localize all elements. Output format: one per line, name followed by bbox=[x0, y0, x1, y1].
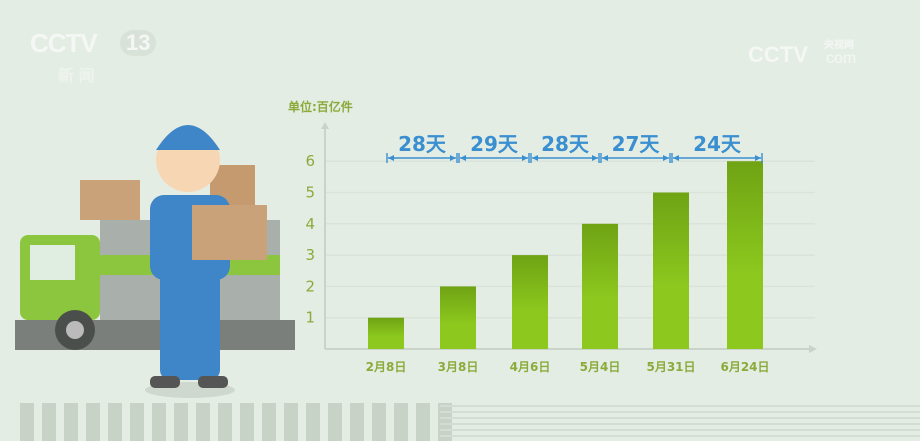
y-tick-label: 3 bbox=[305, 246, 315, 264]
stripe bbox=[108, 403, 122, 441]
bar bbox=[727, 161, 763, 349]
y-tick-label: 4 bbox=[305, 215, 315, 233]
stripe-line bbox=[440, 423, 920, 425]
cctvcom-suffix: com bbox=[826, 50, 857, 67]
stripe bbox=[240, 403, 254, 441]
y-axis-arrow bbox=[321, 122, 329, 129]
interval-label: 28天 bbox=[541, 132, 590, 156]
cctvcom-cn: 央视网 bbox=[824, 40, 854, 51]
cctv13-logo: CCTV bbox=[30, 28, 98, 58]
bar bbox=[440, 286, 476, 349]
stripe bbox=[284, 403, 298, 441]
interval-label: 29天 bbox=[470, 132, 519, 156]
stripe bbox=[130, 403, 144, 441]
stripe bbox=[372, 403, 386, 441]
unit-label: 单位:百亿件 bbox=[288, 100, 353, 114]
x-tick-label: 3月8日 bbox=[438, 360, 479, 374]
stripe bbox=[328, 403, 342, 441]
stripe bbox=[86, 403, 100, 441]
x-axis-arrow bbox=[809, 345, 817, 353]
channel-number: 13 bbox=[120, 30, 157, 56]
bar bbox=[582, 223, 618, 349]
stripe bbox=[64, 403, 78, 441]
stripe-line bbox=[440, 411, 920, 413]
stripe bbox=[196, 403, 210, 441]
stripe bbox=[350, 403, 364, 441]
bar bbox=[653, 192, 689, 349]
courier-illustration bbox=[15, 125, 295, 398]
interval-label: 27天 bbox=[612, 132, 661, 156]
stripe bbox=[416, 403, 430, 441]
stripe bbox=[152, 403, 166, 441]
bar bbox=[368, 317, 404, 349]
bar-chart: 1 2 3 4 5 6 2月8日 3月8日 4月6日 5月4日 5月31日 6月24日 28天 29天 28… bbox=[305, 122, 817, 374]
stripe-line bbox=[440, 417, 920, 419]
x-tick-label: 2月8日 bbox=[366, 360, 407, 374]
x-tick-label: 5月4日 bbox=[580, 360, 621, 374]
stripe bbox=[20, 403, 34, 441]
bar bbox=[512, 255, 548, 349]
stripe-line bbox=[440, 435, 920, 437]
stripe bbox=[394, 403, 408, 441]
stripe bbox=[42, 403, 56, 441]
x-tick-label: 6月24日 bbox=[720, 360, 769, 374]
channel-name: 新 闻 bbox=[58, 68, 95, 85]
stripe bbox=[262, 403, 276, 441]
stripe bbox=[306, 403, 320, 441]
stripe-line bbox=[440, 405, 920, 407]
y-tick-label: 6 bbox=[305, 152, 315, 170]
stripe-line bbox=[440, 429, 920, 431]
cctvcom-logo: CCTV bbox=[748, 42, 808, 67]
y-tick-label: 1 bbox=[305, 309, 315, 327]
x-tick-label: 5月31日 bbox=[646, 360, 695, 374]
interval-label: 28天 bbox=[398, 132, 447, 156]
y-tick-label: 2 bbox=[305, 277, 315, 295]
x-tick-label: 4月6日 bbox=[510, 360, 551, 374]
stripe bbox=[174, 403, 188, 441]
decorative-stripes bbox=[20, 403, 920, 441]
y-tick-label: 5 bbox=[305, 184, 315, 202]
interval-label: 24天 bbox=[693, 132, 742, 156]
stripe bbox=[218, 403, 232, 441]
